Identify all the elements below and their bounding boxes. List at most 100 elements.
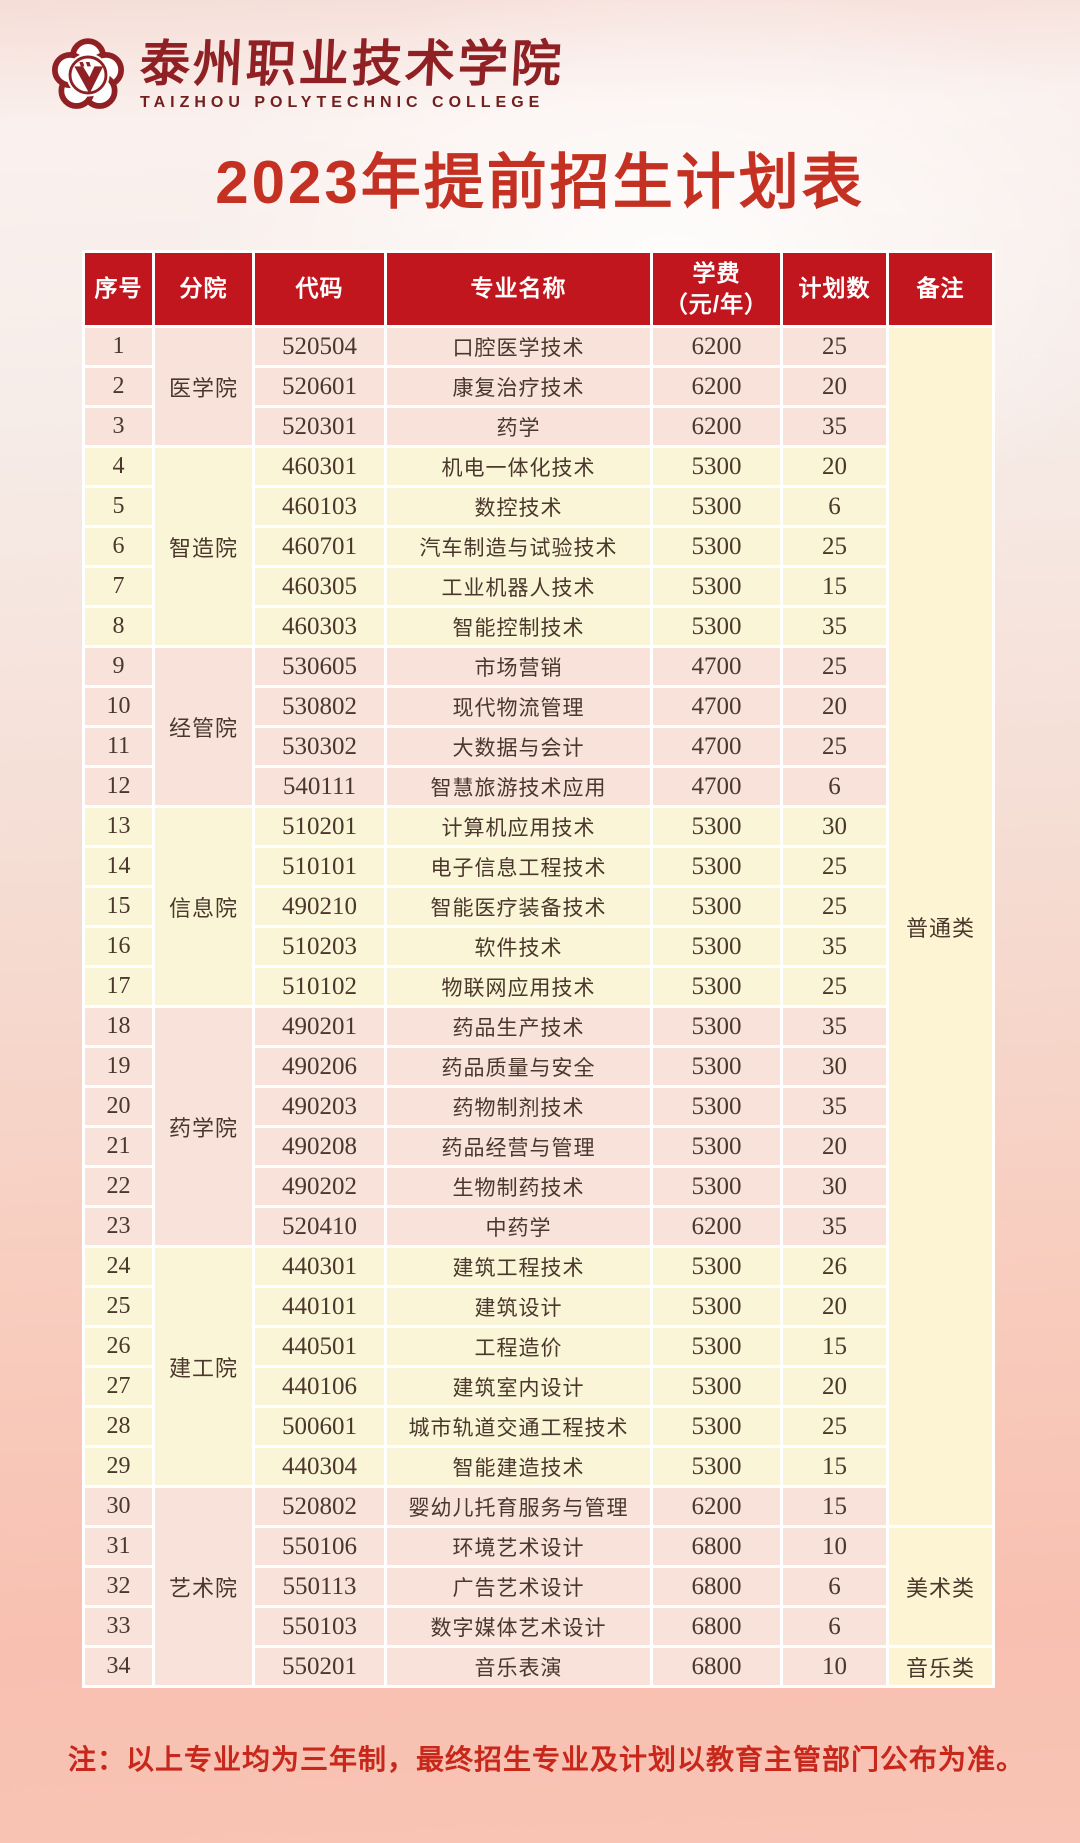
cell-seq: 28	[85, 1408, 152, 1445]
cell-seq: 27	[85, 1368, 152, 1405]
cell-major: 计算机应用技术	[387, 808, 650, 845]
cell-plan: 6	[783, 1608, 886, 1645]
cell-tuition: 6800	[653, 1648, 780, 1685]
cell-seq: 31	[85, 1528, 152, 1565]
cell-code: 510101	[255, 848, 384, 885]
cell-tuition: 6200	[653, 1488, 780, 1525]
cell-major: 生物制药技术	[387, 1168, 650, 1205]
cell-tuition: 4700	[653, 688, 780, 725]
cell-plan: 35	[783, 1208, 886, 1245]
cell-college: 智造院	[155, 448, 252, 645]
cell-tuition: 5300	[653, 1248, 780, 1285]
cell-major: 婴幼儿托育服务与管理	[387, 1488, 650, 1525]
cell-code: 460103	[255, 488, 384, 525]
cell-code: 530605	[255, 648, 384, 685]
table-row: 1 医学院 520504 口腔医学技术 6200 25 普通类	[85, 328, 992, 1525]
cell-plan: 26	[783, 1248, 886, 1285]
cell-seq: 14	[85, 848, 152, 885]
cell-code: 460303	[255, 608, 384, 645]
cell-code: 530302	[255, 728, 384, 765]
cell-plan: 10	[783, 1528, 886, 1565]
cell-code: 490206	[255, 1048, 384, 1085]
cell-plan: 20	[783, 448, 886, 485]
cell-plan: 20	[783, 688, 886, 725]
table-header-row: 序号 分院 代码 专业名称 学费 （元/年） 计划数 备注	[85, 253, 992, 325]
cell-college: 经管院	[155, 648, 252, 805]
cell-code: 440101	[255, 1288, 384, 1325]
cell-tuition: 6200	[653, 1208, 780, 1245]
cell-major: 智慧旅游技术应用	[387, 768, 650, 805]
cell-code: 440501	[255, 1328, 384, 1365]
table-row: 18 药学院 490201 药品生产技术 5300 35	[85, 1008, 992, 1245]
cell-plan: 20	[783, 1368, 886, 1405]
cell-plan: 15	[783, 1328, 886, 1365]
cell-seq: 5	[85, 488, 152, 525]
cell-tuition: 5300	[653, 608, 780, 645]
cell-major: 智能控制技术	[387, 608, 650, 645]
cell-major: 药品经营与管理	[387, 1128, 650, 1165]
cell-seq: 17	[85, 968, 152, 1005]
cell-major: 康复治疗技术	[387, 368, 650, 405]
cell-tuition: 5300	[653, 568, 780, 605]
cell-major: 物联网应用技术	[387, 968, 650, 1005]
cell-code: 490201	[255, 1008, 384, 1045]
table-row: 14 510101 电子信息工程技术 5300 25	[85, 848, 992, 885]
cell-remark: 普通类	[889, 328, 992, 1525]
cell-code: 460301	[255, 448, 384, 485]
table-row: 32 550113 广告艺术设计 6800 6	[85, 1568, 992, 1605]
cell-plan: 25	[783, 888, 886, 925]
cell-major: 药品生产技术	[387, 1008, 650, 1045]
cell-seq: 32	[85, 1568, 152, 1605]
cell-plan: 20	[783, 368, 886, 405]
table-row: 6 460701 汽车制造与试验技术 5300 25	[85, 528, 992, 565]
cell-plan: 30	[783, 808, 886, 845]
cell-tuition: 6200	[653, 408, 780, 445]
cell-major: 数字媒体艺术设计	[387, 1608, 650, 1645]
cell-seq: 22	[85, 1168, 152, 1205]
cell-plan: 20	[783, 1288, 886, 1325]
cell-major: 智能医疗装备技术	[387, 888, 650, 925]
cell-plan: 6	[783, 488, 886, 525]
cell-major: 药品质量与安全	[387, 1048, 650, 1085]
cell-code: 490203	[255, 1088, 384, 1125]
cell-seq: 10	[85, 688, 152, 725]
table-row: 9 经管院 530605 市场营销 4700 25	[85, 648, 992, 805]
table-row: 33 550103 数字媒体艺术设计 6800 6	[85, 1608, 992, 1645]
cell-tuition: 5300	[653, 1128, 780, 1165]
school-name-en: TAIZHOU POLYTECHNIC COLLEGE	[140, 93, 545, 111]
cell-seq: 6	[85, 528, 152, 565]
cell-plan: 35	[783, 1008, 886, 1045]
cell-seq: 21	[85, 1128, 152, 1165]
cell-tuition: 5300	[653, 1408, 780, 1445]
cell-college: 艺术院	[155, 1488, 252, 1685]
page-title: 2023年提前招生计划表	[215, 149, 865, 216]
cell-plan: 20	[783, 1128, 886, 1165]
cell-tuition: 5300	[653, 1088, 780, 1125]
cell-code: 460701	[255, 528, 384, 565]
column-header-0: 序号	[85, 253, 152, 325]
cell-seq: 1	[85, 328, 152, 365]
cell-seq: 20	[85, 1088, 152, 1125]
table-row: 8 460303 智能控制技术 5300 35	[85, 608, 992, 645]
cell-plan: 25	[783, 728, 886, 765]
cell-college: 药学院	[155, 1008, 252, 1245]
cell-tuition: 5300	[653, 1328, 780, 1365]
cell-code: 510201	[255, 808, 384, 845]
cell-code: 490210	[255, 888, 384, 925]
cell-seq: 4	[85, 448, 152, 485]
column-header-2: 代码	[255, 253, 384, 325]
cell-plan: 35	[783, 1088, 886, 1125]
cell-plan: 15	[783, 1448, 886, 1485]
cell-plan: 25	[783, 648, 886, 685]
footer-note: 注：以上专业均为三年制，最终招生专业及计划以教育主管部门公布为准。	[68, 1744, 1026, 1775]
cell-seq: 26	[85, 1328, 152, 1365]
cell-code: 550103	[255, 1608, 384, 1645]
table-row: 16 510203 软件技术 5300 35	[85, 928, 992, 965]
table-row: 29 440304 智能建造技术 5300 15	[85, 1448, 992, 1485]
cell-tuition: 5300	[653, 928, 780, 965]
cell-major: 音乐表演	[387, 1648, 650, 1685]
table-row: 11 530302 大数据与会计 4700 25	[85, 728, 992, 765]
cell-code: 540111	[255, 768, 384, 805]
cell-plan: 35	[783, 928, 886, 965]
